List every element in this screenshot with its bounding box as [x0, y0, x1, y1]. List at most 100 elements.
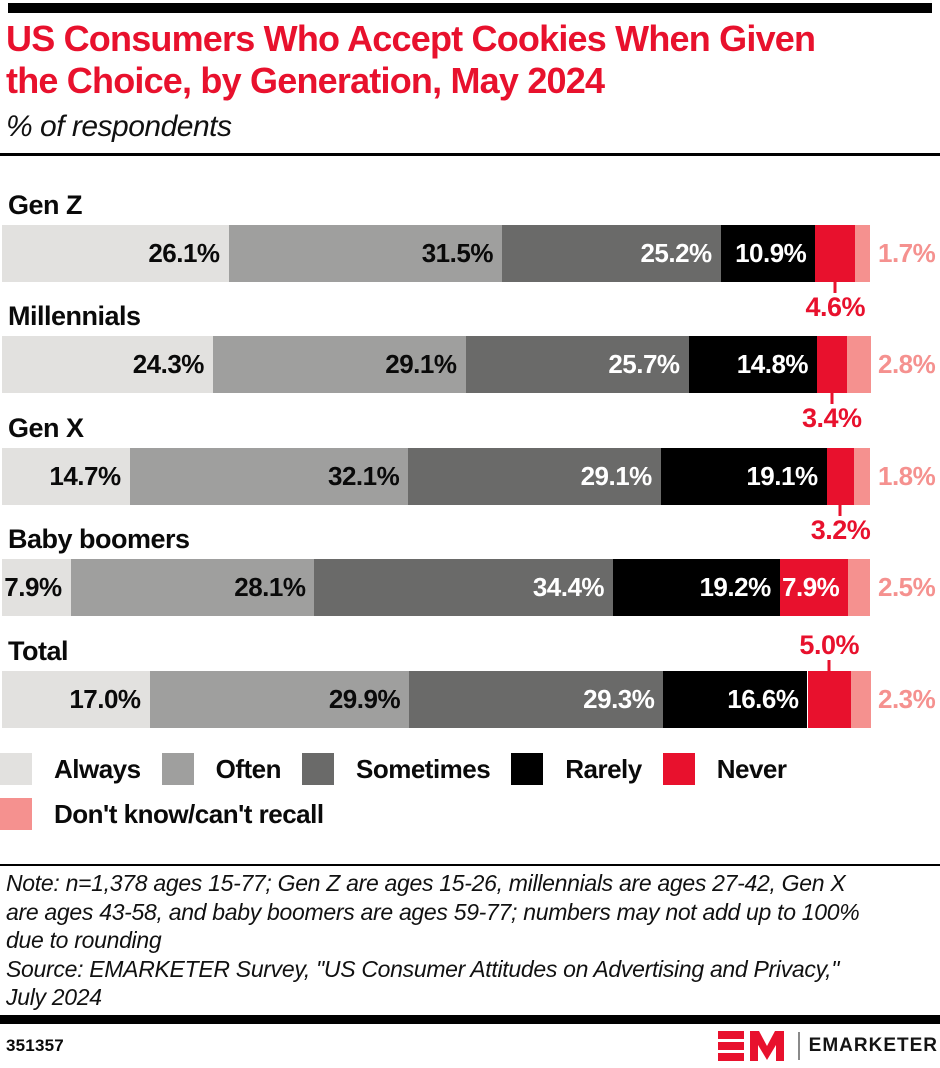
segment-value-outside: 2.5%: [878, 572, 936, 603]
segment-value: 14.7%: [49, 460, 121, 491]
brand-name: EMARKETER: [808, 1035, 938, 1056]
segment-value: 19.2%: [699, 572, 771, 603]
category-label: Millennials: [8, 301, 141, 332]
segment-value: 19.1%: [746, 460, 818, 491]
legend-swatch: [511, 753, 544, 785]
bar-chart: Gen Z 26.1% 31.5% 25.2% 10.9% 4.6% 1.7% Millenn…: [0, 190, 940, 736]
segment-value: 14.8%: [736, 349, 809, 380]
legend-item: Rarely: [511, 753, 642, 785]
bar-segment-never: [815, 225, 856, 282]
bar-segment-always: 17.0%: [2, 670, 150, 728]
bottom-accent-bar: [0, 1015, 940, 1024]
legend-label: Rarely: [565, 753, 642, 784]
legend-label: Often: [215, 753, 282, 784]
stacked-bar: 26.1% 31.5% 25.2% 10.9% 4.6% 1.7%: [2, 225, 936, 322]
note-text: Note: n=1,378 ages 15-77; Gen Z are ages…: [6, 870, 860, 954]
segment-value-callout: 5.0%: [799, 629, 859, 660]
bar-segment-never: 7.9%: [779, 559, 849, 617]
legend-row: Don't know/can't recall: [0, 798, 940, 830]
legend-swatch: [662, 753, 695, 785]
segment-value-callout: 3.4%: [802, 403, 862, 434]
bar-segment-don-t-know-can-t-recall: [855, 225, 870, 282]
segment-value-outside: 2.3%: [878, 683, 936, 714]
bar-segment-don-t-know-can-t-recall: [854, 447, 870, 505]
segment-value: 25.7%: [608, 349, 680, 380]
chart-row: Gen Z 26.1% 31.5% 25.2% 10.9% 4.6% 1.7%: [0, 190, 940, 322]
callout-tick: [833, 282, 837, 293]
legend-item: Never: [662, 753, 787, 785]
stacked-bar: 17.0% 29.9% 29.3% 16.6% 5.0% 2.3%: [2, 630, 936, 728]
bar-segment-always: 7.9%: [2, 559, 71, 617]
bar-segment-often: 29.9%: [149, 670, 410, 728]
segment-value: 34.4%: [532, 572, 605, 603]
emarketer-logo-icon: [717, 1031, 784, 1061]
bar-segment-rarely: 16.6%: [663, 670, 808, 728]
bar-segment-don-t-know-can-t-recall: [846, 336, 871, 394]
stacked-bar: 24.3% 29.1% 25.7% 14.8% 3.4% 2.8%: [2, 336, 936, 433]
bar-segment-rarely: 10.9%: [720, 225, 816, 282]
bar-segment-sometimes: 29.3%: [409, 670, 664, 728]
segment-value: 24.3%: [132, 349, 205, 380]
stacked-bar: 7.9% 28.1% 34.4% 19.2% 7.9% 2.5%: [2, 559, 936, 617]
logo-divider: [797, 1032, 800, 1060]
segment-value: 29.1%: [385, 349, 457, 380]
bar-segment-don-t-know-can-t-recall: [850, 670, 871, 728]
bar-segment-always: 14.7%: [2, 447, 130, 505]
legend-item: Sometimes: [302, 753, 491, 785]
segment-value: 28.1%: [234, 572, 306, 603]
segment-value: 29.9%: [328, 683, 401, 714]
legend-item: Don't know/can't recall: [0, 798, 324, 830]
top-accent-bar: [8, 3, 932, 13]
legend-label: Never: [716, 753, 787, 784]
callout-tick: [827, 659, 831, 671]
footnote-divider: [0, 864, 940, 866]
header-divider: [0, 153, 940, 156]
segment-value: 29.3%: [583, 683, 655, 714]
legend-label: Always: [54, 753, 141, 784]
bar-segment-sometimes: 34.4%: [314, 559, 614, 617]
chart-title: US Consumers Who Accept Cookies When Giv…: [6, 18, 816, 101]
bar-segment-rarely: 19.1%: [660, 447, 827, 505]
segment-value-outside: 2.8%: [878, 349, 936, 380]
segment-value-outside: 1.7%: [878, 238, 936, 268]
footnote-block: Note: n=1,378 ages 15-77; Gen Z are ages…: [6, 869, 936, 1012]
chart-row: Millennials 24.3% 29.1% 25.7% 14.8% 3.4% 2.8%: [0, 301, 940, 433]
legend-item: Often: [161, 753, 282, 785]
category-label: Gen X: [8, 412, 84, 443]
bar-segment-sometimes: 25.2%: [501, 225, 721, 282]
segment-value: 7.9%: [4, 572, 62, 603]
legend-label: Don't know/can't recall: [54, 798, 324, 829]
bar-segment-often: 28.1%: [70, 559, 315, 617]
category-label: Gen Z: [8, 190, 83, 220]
segment-value: 32.1%: [327, 460, 400, 491]
segment-value: 17.0%: [69, 683, 141, 714]
segment-value: 31.5%: [421, 238, 494, 268]
chart-row: Total 17.0% 29.9% 29.3% 16.6% 5.0% 2.3%: [0, 630, 940, 736]
footer: 351357 EMARKETER: [6, 1030, 938, 1062]
segment-value: 26.1%: [148, 238, 220, 268]
bar-segment-always: 24.3%: [2, 336, 213, 394]
callout-tick: [838, 504, 842, 516]
legend-swatch: [0, 798, 32, 830]
bar-segment-sometimes: 25.7%: [465, 336, 689, 394]
bar-segment-often: 31.5%: [228, 225, 502, 282]
bar-segment-don-t-know-can-t-recall: [848, 559, 870, 617]
segment-value: 10.9%: [735, 238, 807, 268]
legend-swatch: [0, 753, 32, 785]
bar-segment-never: [817, 336, 847, 394]
segment-value: 7.9%: [782, 572, 840, 603]
bar-segment-never: [826, 447, 855, 505]
segment-value: 25.2%: [640, 238, 712, 268]
category-label: Total: [8, 635, 69, 666]
bar-segment-rarely: 14.8%: [688, 336, 818, 394]
bar-segment-often: 29.1%: [212, 336, 466, 394]
legend-row: Always Often Sometimes Rarely Never: [0, 753, 940, 785]
bar-segment-always: 26.1%: [2, 225, 229, 282]
legend-swatch: [302, 753, 334, 785]
bar-segment-often: 32.1%: [129, 447, 409, 505]
bar-segment-never: [807, 670, 851, 728]
legend-item: Always: [0, 753, 141, 785]
chart-row: Baby boomers 7.9% 28.1% 34.4% 19.2% 7.9% 2.5%: [0, 524, 940, 624]
callout-tick: [830, 393, 834, 405]
segment-value-outside: 1.8%: [878, 460, 936, 491]
